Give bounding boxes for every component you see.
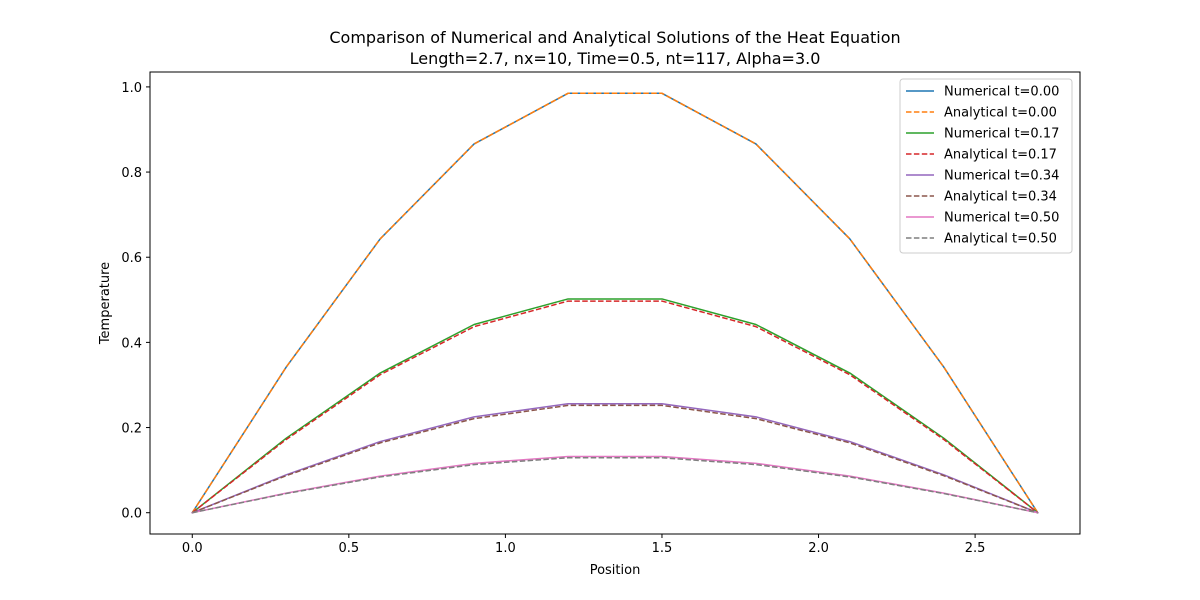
- y-tick-label: 0.4: [121, 336, 142, 351]
- series-line-2: [191, 298, 1039, 514]
- series-line-3: [191, 300, 1039, 514]
- axes-layer: 0.0 0.5 1.0 1.5 2.0 2.5 0.0 0.2 0.4 0.6 0.8 1.0: [121, 71, 1081, 556]
- legend: Numerical t=0.00 Analytical t=0.00 Numeric…: [899, 78, 1073, 254]
- legend-box: [899, 78, 1073, 254]
- legend-label-1: Analytical t=0.00: [944, 106, 1057, 121]
- legend-label-5: Analytical t=0.34: [944, 190, 1057, 205]
- y-tick-label: 0.2: [121, 422, 142, 437]
- y-axis-label: Temperature: [98, 262, 113, 345]
- chart-subtitle: Length=2.7, nx=10, Time=0.5, nt=117, Alp…: [410, 49, 821, 68]
- x-tick-label: 1.0: [495, 541, 516, 556]
- x-tick-label: 0.0: [182, 541, 203, 556]
- legend-label-6: Numerical t=0.50: [944, 211, 1059, 226]
- legend-label-2: Numerical t=0.17: [944, 127, 1059, 142]
- series-line-4: [191, 402, 1039, 514]
- legend-label-3: Analytical t=0.17: [944, 148, 1057, 163]
- series-line-7: [192, 457, 1038, 514]
- y-tick-label: 0.0: [121, 507, 142, 522]
- legend-label-7: Analytical t=0.50: [944, 232, 1057, 247]
- y-tick-label: 0.8: [121, 166, 142, 181]
- x-tick-label: 2.0: [808, 541, 829, 556]
- chart-title: Comparison of Numerical and Analytical S…: [329, 28, 900, 47]
- x-axis-label: Position: [590, 563, 641, 578]
- series-line-1: [191, 92, 1039, 514]
- axes-frame: [149, 71, 1081, 535]
- legend-label-4: Numerical t=0.34: [944, 169, 1059, 184]
- y-tick-label: 1.0: [121, 81, 142, 96]
- x-tick-label: 0.5: [338, 541, 359, 556]
- x-tick-label: 1.5: [652, 541, 673, 556]
- legend-label-0: Numerical t=0.00: [944, 85, 1059, 100]
- y-tick-label: 0.6: [121, 251, 142, 266]
- x-tick-label: 2.5: [965, 541, 986, 556]
- series-layer: [191, 92, 1039, 514]
- series-line-5: [191, 404, 1039, 514]
